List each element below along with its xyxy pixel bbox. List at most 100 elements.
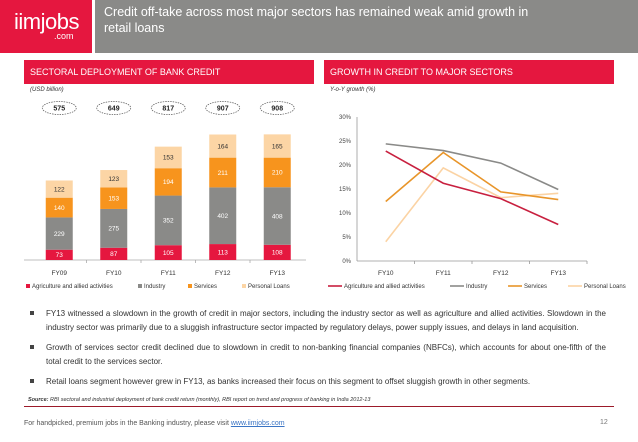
bar-value-label: 352 (163, 218, 174, 225)
bullet-item: Growth of services sector credit decline… (30, 341, 606, 368)
bar-segment-services (209, 157, 237, 188)
bullet-marker (30, 311, 34, 315)
legend-label: Personal Loans (248, 284, 290, 290)
bar-segment-personal-loans (209, 134, 237, 158)
legend-label: Services (194, 284, 217, 290)
bar-segment-industry (263, 187, 291, 245)
x-tick-label: FY09 (51, 270, 67, 277)
logo-text: iimjobs (14, 9, 79, 34)
title-bar: Credit off-take across most major sector… (95, 0, 638, 53)
bullet-item: Retail loans segment however grew in FY1… (30, 375, 606, 389)
bullet-text: Growth of services sector credit decline… (46, 343, 606, 366)
total-label: 649 (108, 106, 120, 113)
y-tick-label: 10% (339, 211, 352, 217)
bar-segment-agriculture-and-allied-activities (154, 245, 182, 260)
bar-value-label: 211 (218, 170, 229, 177)
line-series-services (385, 151, 559, 203)
total-oval (205, 101, 241, 115)
bar-value-label: 153 (108, 195, 119, 202)
y-tick-label: 20% (339, 163, 352, 169)
legend-label: Industry (466, 284, 487, 290)
x-tick-label: FY12 (215, 270, 231, 277)
bullet-marker (30, 345, 34, 349)
bar-value-label: 122 (54, 186, 65, 193)
total-label: 817 (162, 106, 174, 113)
bar-value-label: 108 (272, 250, 283, 257)
bar-value-label: 123 (108, 176, 119, 183)
bar-segment-services (100, 187, 128, 209)
line-series-agriculture-and-allied-activities (385, 150, 559, 226)
legend-swatch (138, 284, 142, 288)
bar-value-label: 153 (163, 155, 174, 162)
divider (24, 406, 614, 407)
bar-segment-personal-loans (154, 146, 182, 169)
y-tick-label: 25% (339, 139, 352, 145)
bullet-text: Retail loans segment however grew in FY1… (46, 377, 531, 386)
y-tick-label: 5% (342, 235, 351, 241)
x-tick-label: FY11 (436, 270, 451, 277)
legend-swatch (242, 284, 246, 288)
left-panel-title: SECTORAL DEPLOYMENT OF BANK CREDIT (24, 60, 314, 84)
bar-segment-agriculture-and-allied-activities (100, 247, 128, 260)
legend-label: Services (524, 284, 547, 290)
logo-domain: .com (54, 31, 74, 41)
footer-link[interactable]: www.iimjobs.com (230, 420, 285, 427)
bar-value-label: 402 (217, 213, 228, 220)
bullet-marker (30, 379, 34, 383)
x-tick-label: FY11 (161, 270, 176, 277)
total-oval (96, 101, 132, 115)
bar-segment-personal-loans (263, 134, 291, 158)
y-tick-label: 30% (339, 115, 352, 121)
source-label: Source: (28, 397, 49, 403)
logo[interactable]: iimjobs .com (0, 0, 92, 53)
footer-text: For handpicked, premium jobs in the Bank… (24, 420, 231, 427)
total-label: 575 (53, 106, 65, 113)
bar-segment-industry (154, 195, 182, 246)
source-note: Source: RBI sectoral and industrial depl… (28, 397, 370, 403)
line-chart: 0% 5% 10% 15% 20% 25% 30% FY10 FY11 FY12 FY13 Agric… (328, 115, 626, 290)
bar-segment-services (45, 197, 73, 218)
right-panel-title: GROWTH IN CREDIT TO MAJOR SECTORS (324, 60, 614, 84)
bar-value-label: 164 (217, 143, 228, 150)
bar-segment-industry (100, 208, 128, 248)
x-tick-label: FY13 (550, 270, 566, 277)
bar-segment-services (154, 168, 182, 196)
line-chart-unit: Y-o-Y growth (%) (330, 87, 376, 93)
legend-swatch (26, 284, 30, 288)
footer: For handpicked, premium jobs in the Bank… (24, 420, 285, 427)
slide-title: Credit off-take across most major sector… (104, 5, 529, 35)
x-tick-label: FY12 (493, 270, 509, 277)
bar-segment-industry (45, 217, 73, 250)
legend-label: Agriculture and allied activities (344, 284, 425, 290)
bar-value-label: 275 (108, 226, 119, 233)
bar-segment-services (263, 157, 291, 188)
bar-value-label: 105 (163, 250, 174, 257)
bar-value-label: 140 (54, 205, 65, 212)
x-tick-label: FY13 (269, 270, 285, 277)
bullet-item: FY13 witnessed a slowdown in the growth … (30, 307, 606, 334)
total-label: 907 (217, 106, 229, 113)
total-oval (41, 101, 77, 115)
total-oval (150, 101, 186, 115)
bar-chart-unit: (USD billion) (30, 87, 64, 93)
bar-segment-agriculture-and-allied-activities (45, 249, 73, 260)
bullet-list: FY13 witnessed a slowdown in the growth … (30, 307, 606, 396)
bar-segment-agriculture-and-allied-activities (263, 244, 291, 260)
page-number: 12 (600, 419, 608, 426)
bar-value-label: 73 (56, 252, 64, 259)
bar-segment-industry (209, 187, 237, 245)
bar-value-label: 229 (54, 231, 65, 238)
bar-value-label: 210 (272, 170, 283, 177)
y-tick-label: 15% (339, 187, 352, 193)
legend-swatch (188, 284, 192, 288)
bar-value-label: 408 (272, 213, 283, 220)
bar-value-label: 194 (163, 179, 174, 186)
bar-value-label: 165 (272, 143, 283, 150)
line-series-industry (385, 143, 559, 191)
bar-chart: 73 229 140 122 575 FY09 87 275 153 123 649 FY10 105 3… (24, 101, 306, 290)
legend-label: Personal Loans (584, 284, 626, 290)
source-text: RBI sectoral and industrial deployment o… (50, 397, 371, 403)
x-tick-label: FY10 (378, 270, 394, 277)
y-tick-label: 0% (342, 259, 351, 265)
x-tick-label: FY10 (106, 270, 122, 277)
